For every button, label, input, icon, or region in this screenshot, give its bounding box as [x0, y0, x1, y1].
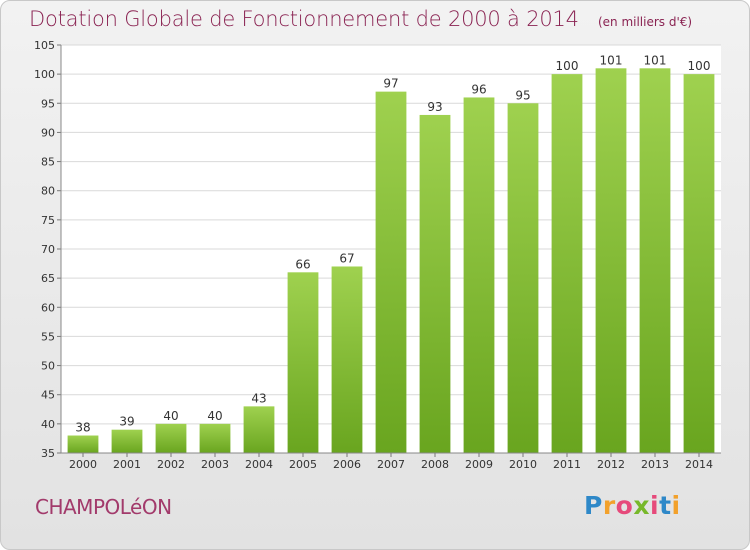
y-tick-label: 70	[41, 243, 55, 256]
data-label: 38	[75, 421, 90, 435]
data-label: 67	[339, 251, 354, 265]
data-label: 66	[295, 257, 310, 271]
y-tick-label: 35	[41, 447, 55, 460]
data-label: 93	[427, 100, 442, 114]
data-label: 101	[600, 53, 623, 67]
commune-name: CHAMPOLéON	[35, 495, 172, 519]
title-row: Dotation Globale de Fonctionnement de 20…	[29, 7, 692, 31]
data-label: 40	[163, 409, 178, 423]
y-tick-label: 75	[41, 214, 55, 227]
data-label: 96	[471, 82, 486, 96]
data-label: 40	[207, 409, 222, 423]
y-tick-label: 60	[41, 301, 55, 314]
y-tick-label: 40	[41, 418, 55, 431]
x-tick-label: 2003	[201, 458, 229, 471]
data-label: 95	[515, 88, 530, 102]
bar	[155, 423, 187, 453]
data-label: 43	[251, 391, 266, 405]
bar	[683, 74, 715, 454]
y-tick-label: 50	[41, 360, 55, 373]
y-tick-label: 100	[34, 68, 55, 81]
y-tick-label: 45	[41, 389, 55, 402]
x-tick-label: 2005	[289, 458, 317, 471]
data-label: 100	[688, 59, 711, 73]
bar	[419, 114, 451, 453]
x-tick-label: 2002	[157, 458, 185, 471]
x-tick-label: 2006	[333, 458, 361, 471]
x-tick-label: 2001	[113, 458, 141, 471]
bar	[463, 97, 495, 453]
bar	[67, 435, 99, 453]
chart-title: Dotation Globale de Fonctionnement de 20…	[29, 7, 579, 31]
bar	[375, 91, 407, 453]
bar	[639, 68, 671, 454]
x-tick-label: 2007	[377, 458, 405, 471]
x-tick-label: 2011	[553, 458, 581, 471]
x-tick-label: 2010	[509, 458, 537, 471]
bar	[199, 423, 231, 453]
y-tick-label: 95	[41, 97, 55, 110]
data-label: 100	[556, 59, 579, 73]
y-tick-label: 90	[41, 126, 55, 139]
x-tick-label: 2008	[421, 458, 449, 471]
x-tick-label: 2009	[465, 458, 493, 471]
y-tick-label: 80	[41, 185, 55, 198]
x-tick-label: 2004	[245, 458, 273, 471]
data-label: 101	[644, 53, 667, 67]
y-tick-label: 55	[41, 330, 55, 343]
y-tick-label: 65	[41, 272, 55, 285]
data-label: 39	[119, 415, 134, 429]
x-tick-label: 2000	[69, 458, 97, 471]
bar	[243, 406, 275, 453]
y-tick-label: 85	[41, 156, 55, 169]
x-tick-label: 2014	[685, 458, 713, 471]
bar	[287, 272, 319, 453]
bar	[111, 429, 143, 453]
bar	[551, 74, 583, 454]
x-tick-label: 2013	[641, 458, 669, 471]
x-tick-label: 2012	[597, 458, 625, 471]
bar	[595, 68, 627, 454]
data-label: 97	[383, 77, 398, 91]
y-tick-label: 105	[34, 39, 55, 52]
bar	[331, 266, 363, 453]
bar	[507, 103, 539, 454]
proxiti-logo: Proxiti	[584, 491, 681, 520]
chart-unit: (en milliers d'€)	[597, 15, 693, 29]
